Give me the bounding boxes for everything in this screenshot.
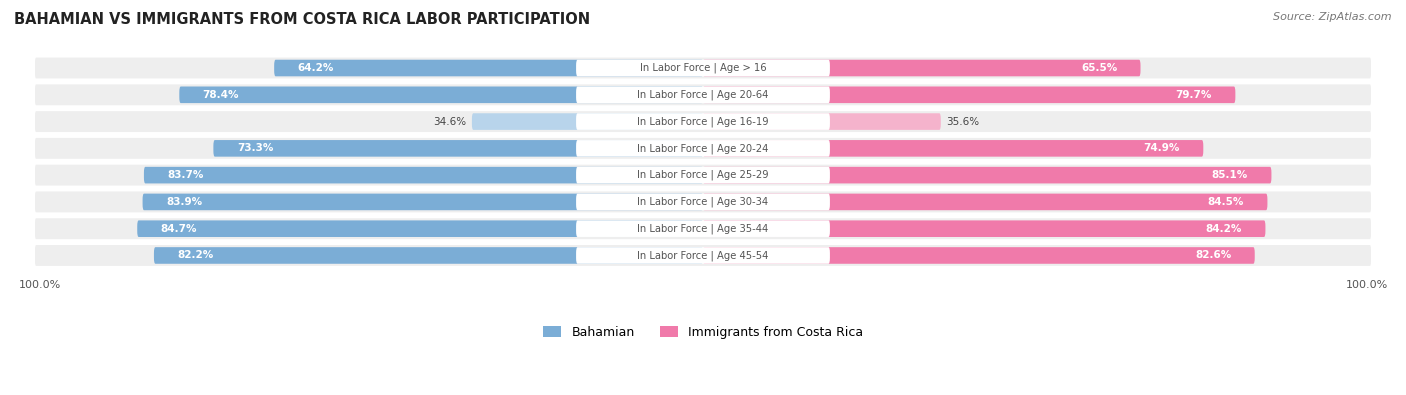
Text: BAHAMIAN VS IMMIGRANTS FROM COSTA RICA LABOR PARTICIPATION: BAHAMIAN VS IMMIGRANTS FROM COSTA RICA L… — [14, 12, 591, 27]
FancyBboxPatch shape — [576, 247, 830, 264]
FancyBboxPatch shape — [576, 194, 830, 210]
FancyBboxPatch shape — [472, 113, 703, 130]
FancyBboxPatch shape — [703, 220, 1265, 237]
FancyBboxPatch shape — [576, 113, 830, 130]
Text: 85.1%: 85.1% — [1212, 170, 1249, 180]
Text: Source: ZipAtlas.com: Source: ZipAtlas.com — [1274, 12, 1392, 22]
Text: 82.6%: 82.6% — [1195, 250, 1232, 260]
FancyBboxPatch shape — [35, 192, 1371, 213]
FancyBboxPatch shape — [576, 220, 830, 237]
Text: 78.4%: 78.4% — [202, 90, 239, 100]
Text: 73.3%: 73.3% — [236, 143, 273, 153]
FancyBboxPatch shape — [35, 138, 1371, 159]
FancyBboxPatch shape — [35, 218, 1371, 239]
Text: In Labor Force | Age 20-24: In Labor Force | Age 20-24 — [637, 143, 769, 154]
Text: In Labor Force | Age 25-29: In Labor Force | Age 25-29 — [637, 170, 769, 181]
FancyBboxPatch shape — [576, 167, 830, 183]
FancyBboxPatch shape — [153, 247, 703, 264]
Text: 84.2%: 84.2% — [1206, 224, 1241, 234]
Text: 83.9%: 83.9% — [166, 197, 202, 207]
FancyBboxPatch shape — [143, 167, 703, 183]
FancyBboxPatch shape — [576, 87, 830, 103]
FancyBboxPatch shape — [703, 247, 1254, 264]
FancyBboxPatch shape — [214, 140, 703, 157]
FancyBboxPatch shape — [142, 194, 703, 210]
Text: 100.0%: 100.0% — [18, 280, 60, 290]
FancyBboxPatch shape — [576, 60, 830, 76]
FancyBboxPatch shape — [35, 165, 1371, 186]
Text: 84.7%: 84.7% — [160, 224, 197, 234]
Text: 100.0%: 100.0% — [1346, 280, 1388, 290]
Text: 83.7%: 83.7% — [167, 170, 204, 180]
FancyBboxPatch shape — [180, 87, 703, 103]
FancyBboxPatch shape — [703, 87, 1236, 103]
Text: In Labor Force | Age 16-19: In Labor Force | Age 16-19 — [637, 117, 769, 127]
FancyBboxPatch shape — [576, 140, 830, 157]
FancyBboxPatch shape — [274, 60, 703, 76]
FancyBboxPatch shape — [35, 245, 1371, 266]
FancyBboxPatch shape — [35, 58, 1371, 79]
FancyBboxPatch shape — [35, 85, 1371, 105]
Text: In Labor Force | Age 45-54: In Labor Force | Age 45-54 — [637, 250, 769, 261]
Text: 34.6%: 34.6% — [433, 117, 467, 126]
Text: 82.2%: 82.2% — [177, 250, 214, 260]
FancyBboxPatch shape — [703, 167, 1271, 183]
Text: 65.5%: 65.5% — [1081, 63, 1118, 73]
FancyBboxPatch shape — [703, 194, 1267, 210]
FancyBboxPatch shape — [703, 60, 1140, 76]
Text: In Labor Force | Age 20-64: In Labor Force | Age 20-64 — [637, 90, 769, 100]
Text: 35.6%: 35.6% — [946, 117, 979, 126]
Text: 79.7%: 79.7% — [1175, 90, 1212, 100]
Legend: Bahamian, Immigrants from Costa Rica: Bahamian, Immigrants from Costa Rica — [537, 321, 869, 344]
Text: 74.9%: 74.9% — [1143, 143, 1180, 153]
Text: 84.5%: 84.5% — [1208, 197, 1244, 207]
Text: In Labor Force | Age 30-34: In Labor Force | Age 30-34 — [637, 197, 769, 207]
Text: In Labor Force | Age 35-44: In Labor Force | Age 35-44 — [637, 224, 769, 234]
FancyBboxPatch shape — [138, 220, 703, 237]
FancyBboxPatch shape — [703, 140, 1204, 157]
FancyBboxPatch shape — [703, 113, 941, 130]
FancyBboxPatch shape — [35, 111, 1371, 132]
Text: 64.2%: 64.2% — [298, 63, 333, 73]
Text: In Labor Force | Age > 16: In Labor Force | Age > 16 — [640, 63, 766, 73]
